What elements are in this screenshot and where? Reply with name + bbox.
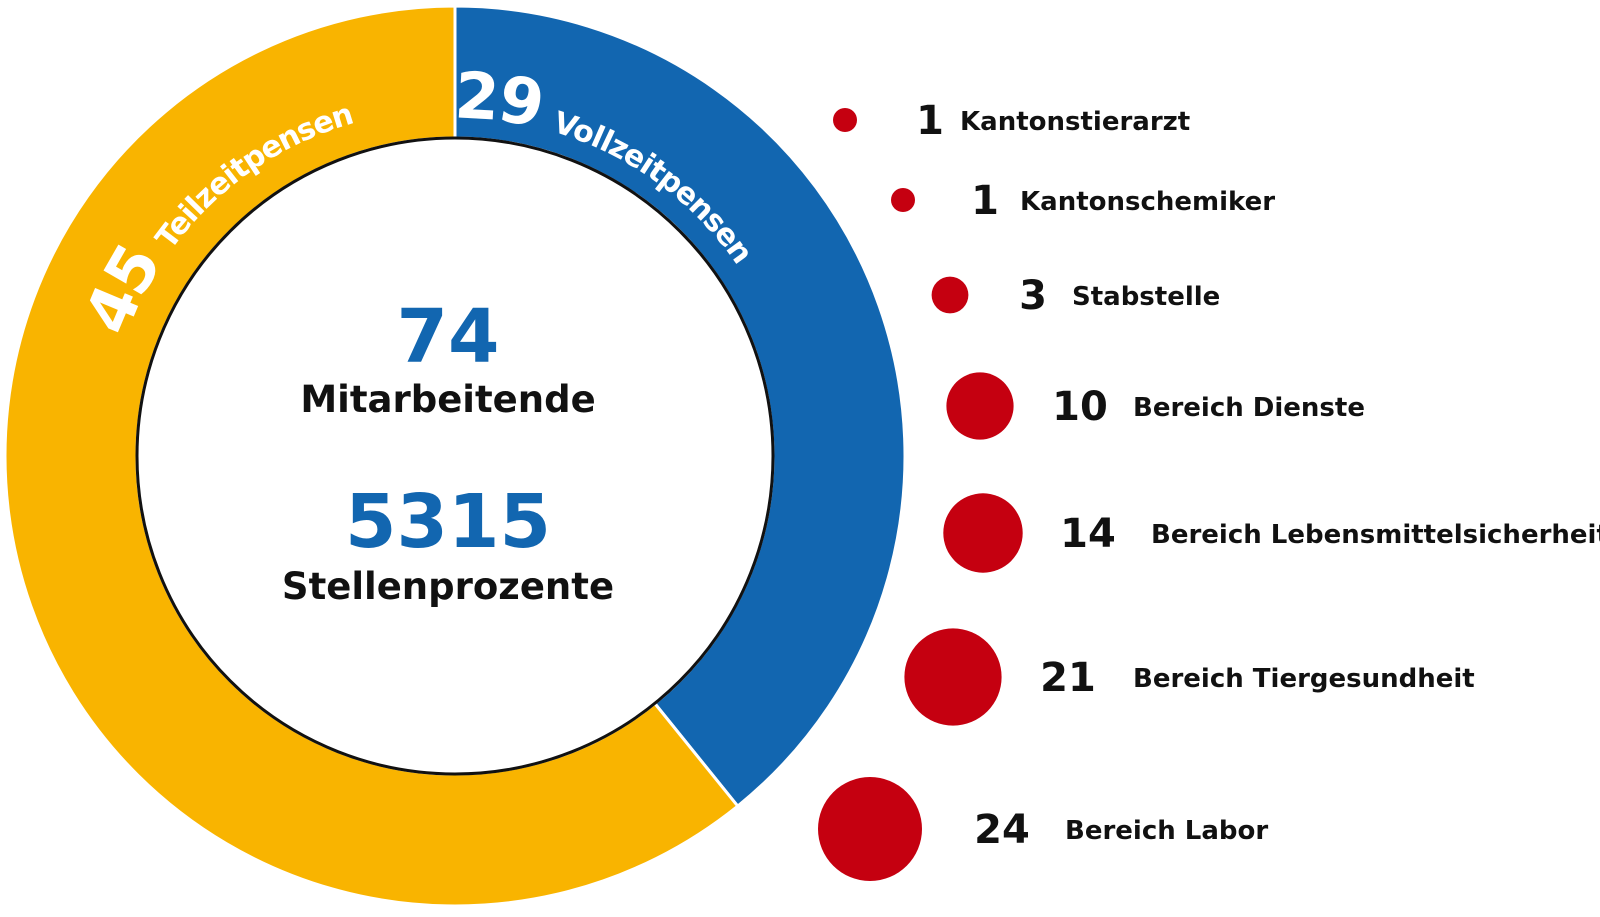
bubble-label-6: Bereich Labor [1065,816,1268,846]
bubble-3 [946,372,1014,440]
bubble-value-5: 21 [1040,655,1096,701]
department-bubbles: 1 Kantonstierarzt 1 Kantonschemiker 3 Stabste… [818,98,1600,881]
bubble-label-2: Stabstelle [1072,282,1220,312]
bubble-1 [891,188,915,212]
center-value-percent: 5315 [345,479,551,565]
center-label-employees: Mitarbeitende [300,378,595,421]
bubble-value-2: 3 [1019,273,1047,319]
center-label-percent: Stellenprozente [282,565,614,608]
inner-circle [135,136,775,776]
bubble-0 [833,108,857,132]
bubble-value-0: 1 [916,98,944,144]
bubble-label-1: Kantonschemiker [1020,187,1275,217]
bubble-value-3: 10 [1052,384,1108,430]
bubble-label-3: Bereich Dienste [1133,393,1365,423]
bubble-label-0: Kantonstierarzt [960,107,1190,137]
bubble-6 [818,777,922,881]
bubble-4 [943,493,1023,573]
bubble-value-4: 14 [1060,511,1116,557]
bubble-5 [904,628,1002,726]
bubble-value-1: 1 [971,178,999,224]
bubble-2 [931,276,969,314]
bubble-label-4: Bereich Lebensmittelsicherheit [1151,520,1600,550]
bubble-value-6: 24 [974,807,1030,853]
bubble-label-5: Bereich Tiergesundheit [1133,664,1475,694]
center-value-employees: 74 [397,294,500,380]
